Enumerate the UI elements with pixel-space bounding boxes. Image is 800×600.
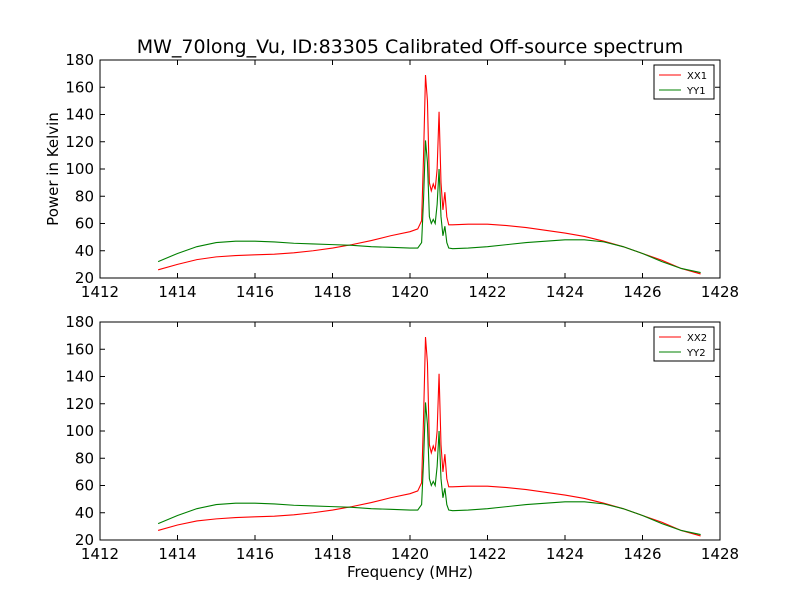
y-tick-label: 100 <box>65 422 94 440</box>
y-tick-label: 80 <box>75 449 94 467</box>
x-tick-label: 1418 <box>313 545 351 563</box>
plot-area <box>100 322 720 540</box>
legend-label: XX2 <box>687 333 707 344</box>
x-tick-label: 1412 <box>81 545 119 563</box>
y-tick-label: 160 <box>65 78 94 96</box>
plot-area <box>100 60 720 278</box>
plot-panel-2: 1412 1414 1416 1418 1420 1422 1424 1426 1428 20 40… <box>65 313 739 581</box>
series-line-xx2 <box>157 336 701 537</box>
x-tick-label: 1422 <box>468 545 506 563</box>
y-tick-label: 120 <box>65 133 94 151</box>
x-tick-label: 1420 <box>391 545 429 563</box>
x-tick-label: 1428 <box>701 283 739 301</box>
series-line-xx1 <box>157 74 701 275</box>
legend-label: XX1 <box>687 71 707 82</box>
legend-label: YY2 <box>686 348 706 359</box>
y-tick-label: 100 <box>65 160 94 178</box>
y-axis-label: Power in Kelvin <box>44 112 62 226</box>
y-tick-label: 40 <box>75 504 94 522</box>
y-tick-label: 60 <box>75 477 94 495</box>
x-tick-label: 1424 <box>546 545 584 563</box>
y-tick-label: 80 <box>75 187 94 205</box>
x-tick-label: 1424 <box>546 283 584 301</box>
x-tick-label: 1422 <box>468 283 506 301</box>
legend-label: YY1 <box>686 86 706 97</box>
x-tick-label: 1426 <box>623 545 661 563</box>
x-tick-label: 1414 <box>158 545 196 563</box>
legend-box <box>653 326 715 362</box>
y-tick-label: 180 <box>65 51 94 69</box>
legend-box <box>653 64 715 100</box>
y-tick-label: 140 <box>65 368 94 386</box>
y-tick-label: 20 <box>75 269 94 287</box>
y-tick-label: 20 <box>75 531 94 549</box>
y-tick-label: 60 <box>75 215 94 233</box>
x-tick-label: 1418 <box>313 283 351 301</box>
x-tick-label: 1416 <box>236 283 274 301</box>
x-tick-label: 1428 <box>701 545 739 563</box>
series-line-yy1 <box>157 140 701 274</box>
y-tick-label: 160 <box>65 340 94 358</box>
series-line-yy2 <box>157 402 701 536</box>
y-tick-label: 180 <box>65 313 94 331</box>
x-tick-label: 1416 <box>236 545 274 563</box>
figure-title: MW_70long_Vu, ID:83305 Calibrated Off-so… <box>137 36 683 58</box>
x-axis-label: Frequency (MHz) <box>347 563 473 581</box>
y-tick-label: 120 <box>65 395 94 413</box>
y-tick-label: 40 <box>75 242 94 260</box>
x-tick-label: 1420 <box>391 283 429 301</box>
y-tick-label: 140 <box>65 106 94 124</box>
plot-panel-1: 1412 1414 1416 1418 1420 1422 1424 1426 1428 20 40… <box>44 51 739 301</box>
x-tick-label: 1412 <box>81 283 119 301</box>
x-tick-label: 1414 <box>158 283 196 301</box>
x-tick-label: 1426 <box>623 283 661 301</box>
